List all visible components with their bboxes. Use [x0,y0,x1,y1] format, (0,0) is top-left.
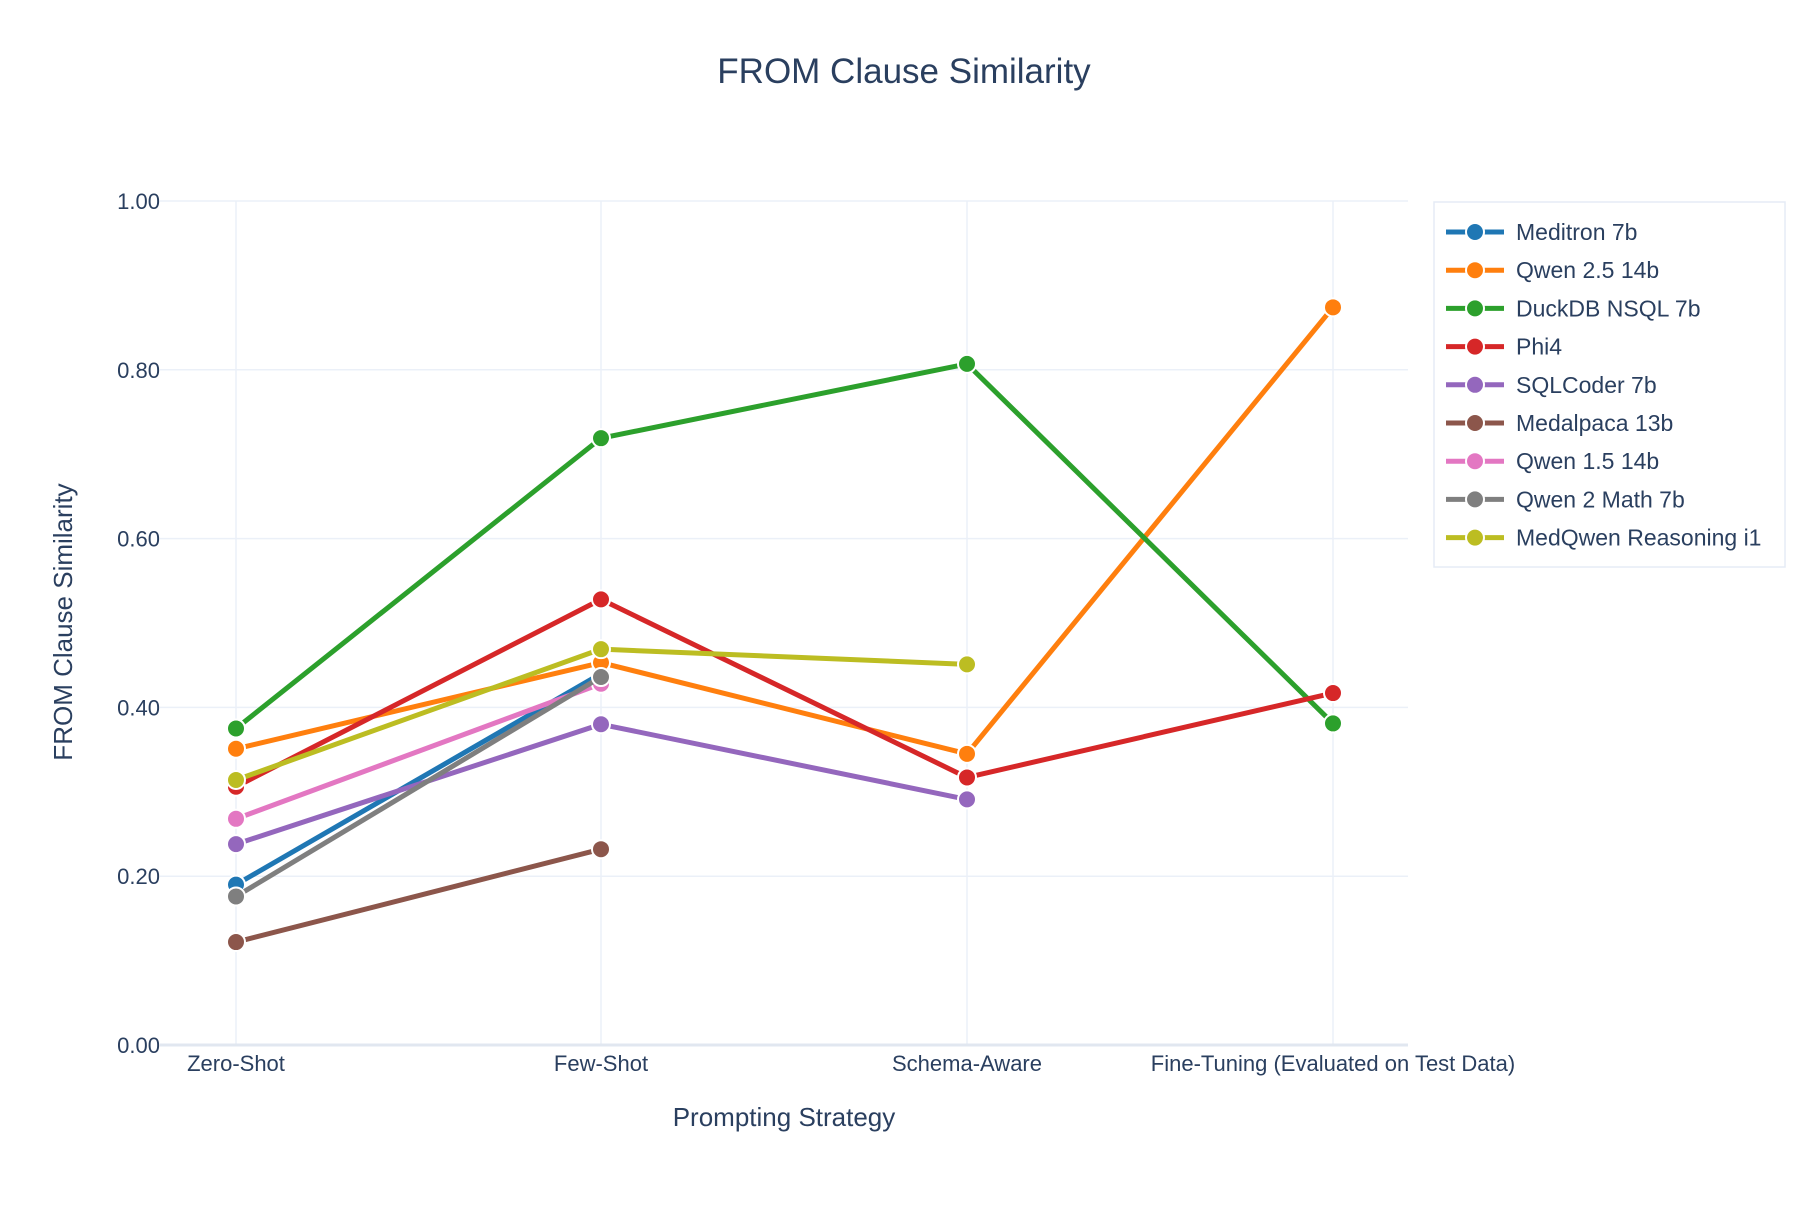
data-point[interactable] [957,654,977,675]
data-point[interactable] [226,808,246,829]
data-point[interactable] [591,428,611,449]
series-line [235,681,602,822]
series-group [226,839,611,953]
y-axis-title: FROM Clause Similarity [48,483,78,760]
legend: Meditron 7b Qwen 2.5 14b DuckDB NSQL 7b Phi… [1433,201,1786,568]
legend-item[interactable]: Medalpaca 13b [1446,410,1673,436]
axes: 0.00 0.20 0.40 0.60 0.80 1.00 Zero-Shot Few-Sho… [117,189,1515,1076]
legend-swatch-marker [1465,260,1485,281]
data-point[interactable] [957,353,977,374]
data-point[interactable] [226,932,246,953]
data-point[interactable] [226,834,246,855]
x-tick-label: Fine-Tuning (Evaluated on Test Data) [1151,1051,1515,1076]
legend-label: MedQwen Reasoning i1 [1516,525,1761,551]
gridlines [160,200,1408,1045]
legend-item[interactable]: DuckDB NSQL 7b [1446,295,1701,321]
series-line [234,361,1335,731]
legend-label: Qwen 2.5 14b [1516,257,1659,283]
legend-label: SQLCoder 7b [1516,372,1657,398]
data-point[interactable] [957,767,977,788]
legend-item[interactable]: Qwen 2.5 14b [1446,257,1659,283]
legend-swatch-marker [1465,222,1485,242]
y-tick-label: 0.20 [117,864,160,889]
y-tick-label: 1.00 [117,189,160,214]
y-tick-label: 0.80 [117,358,160,383]
series-line [235,305,1335,757]
legend-item[interactable]: Qwen 1.5 14b [1446,448,1659,474]
data-point[interactable] [591,714,611,735]
legend-swatch-marker [1465,374,1485,395]
data-point[interactable] [226,769,246,790]
legend-label: Medalpaca 13b [1516,410,1673,436]
y-tick-label: 0.00 [117,1033,160,1058]
series-line [235,846,602,945]
series-group [226,297,1343,764]
data-point[interactable] [591,667,611,688]
legend-swatch-marker [1465,413,1485,433]
data-point[interactable] [591,839,611,860]
data-point[interactable] [591,639,611,660]
chart-title: FROM Clause Similarity [717,52,1091,91]
legend-swatch-marker [1465,298,1485,319]
legend-item[interactable]: SQLCoder 7b [1446,372,1657,398]
legend-swatch-marker [1465,489,1485,510]
x-axis-title: Prompting Strategy [673,1102,896,1132]
legend-swatch-marker [1465,336,1485,357]
series-group [226,673,611,829]
legend-item[interactable]: Qwen 2 Math 7b [1446,486,1685,512]
series-group [226,589,1343,797]
y-tick-label: 0.60 [117,527,160,552]
x-tick-label: Few-Shot [554,1051,648,1076]
y-tick-label: 0.40 [117,695,160,720]
legend-label: Phi4 [1516,334,1562,360]
legend-item[interactable]: Meditron 7b [1446,219,1637,245]
series-line [234,674,603,899]
data-point[interactable] [1323,713,1343,734]
data-point[interactable] [957,743,977,764]
legend-label: Qwen 2 Math 7b [1516,486,1685,512]
data-point[interactable] [1323,297,1343,318]
series-group [226,667,611,907]
series-group [226,353,1343,739]
data-point[interactable] [226,886,246,907]
legend-label: Qwen 1.5 14b [1516,448,1659,474]
data-point[interactable] [1323,683,1343,704]
x-tick-label: Schema-Aware [892,1051,1042,1076]
series-group [226,714,977,855]
data-point[interactable] [226,738,246,759]
legend-swatch-marker [1465,527,1485,548]
legend-label: Meditron 7b [1516,219,1637,245]
legend-item[interactable]: MedQwen Reasoning i1 [1446,525,1761,551]
series-group [226,639,977,790]
legend-label: DuckDB NSQL 7b [1516,295,1701,321]
data-point[interactable] [226,718,246,739]
data-point[interactable] [957,789,977,810]
x-tick-label: Zero-Shot [187,1051,285,1076]
series-lines [226,297,1343,953]
data-point[interactable] [591,589,611,610]
legend-swatch-marker [1465,451,1485,472]
legend-item[interactable]: Phi4 [1446,334,1562,360]
series-line [234,596,1334,789]
